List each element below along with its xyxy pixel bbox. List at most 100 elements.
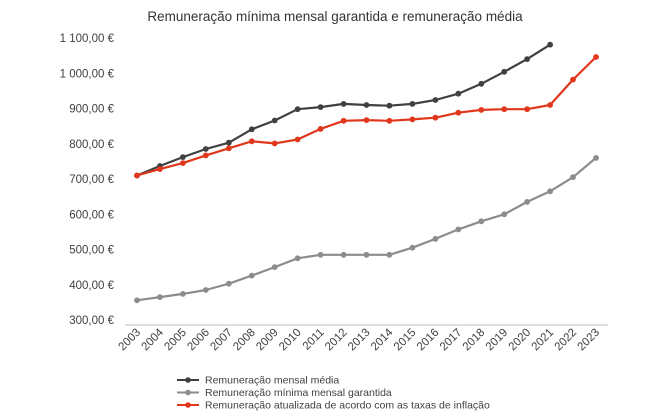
data-point bbox=[340, 117, 347, 124]
data-point bbox=[134, 297, 140, 304]
x-tick-label: 2006 bbox=[185, 327, 212, 354]
legend-label-2: Remuneração mínima mensal garantida bbox=[205, 387, 392, 399]
data-point bbox=[248, 126, 255, 133]
x-tick-label: 2011 bbox=[301, 327, 327, 353]
x-tick-label: 2008 bbox=[231, 327, 258, 354]
data-point bbox=[386, 102, 393, 109]
y-tick-label: 500,00 € bbox=[69, 245, 114, 257]
legend-label-3: Remuneração atualizada de acordo com as … bbox=[205, 400, 490, 412]
data-point bbox=[455, 226, 462, 233]
data-point bbox=[409, 101, 416, 107]
data-point bbox=[271, 117, 278, 124]
x-tick-label: 2015 bbox=[392, 327, 419, 354]
x-tick-label: 2010 bbox=[277, 327, 304, 354]
data-point bbox=[317, 104, 324, 110]
x-tick-label: 2021 bbox=[530, 327, 557, 354]
data-point bbox=[157, 294, 163, 300]
data-point bbox=[524, 106, 530, 113]
x-tick-label: 2013 bbox=[346, 327, 373, 354]
data-point bbox=[363, 102, 370, 108]
y-tick-label: 700,00 € bbox=[69, 174, 114, 186]
data-point bbox=[593, 155, 599, 161]
data-point bbox=[340, 251, 347, 258]
x-tick-label: 2005 bbox=[162, 327, 189, 354]
legend-marker-2 bbox=[185, 389, 191, 396]
x-tick-label: 2012 bbox=[323, 327, 350, 354]
y-tick-label: 600,00 € bbox=[69, 209, 114, 221]
data-point bbox=[157, 166, 163, 173]
y-tick-label: 800,00 € bbox=[69, 139, 114, 151]
data-point bbox=[570, 174, 576, 181]
x-tick-label: 2009 bbox=[254, 327, 281, 354]
x-tick-label: 2007 bbox=[208, 327, 235, 354]
data-point bbox=[547, 41, 553, 48]
y-tick-label: 1 000,00 € bbox=[60, 68, 115, 80]
data-point bbox=[478, 107, 485, 113]
data-point bbox=[202, 146, 209, 152]
data-point bbox=[271, 264, 278, 270]
data-point bbox=[294, 106, 301, 113]
data-point bbox=[547, 188, 553, 195]
data-point bbox=[317, 125, 324, 132]
data-point bbox=[478, 80, 485, 87]
data-point bbox=[432, 236, 439, 242]
x-tick-label: 2003 bbox=[117, 327, 144, 354]
x-tick-label: 2004 bbox=[139, 326, 166, 353]
legend-label-1: Remuneração mensal média bbox=[205, 375, 339, 387]
data-point bbox=[202, 152, 209, 159]
data-point bbox=[455, 90, 462, 97]
series-line-2 bbox=[135, 156, 598, 302]
y-tick-label: 1 100,00 € bbox=[60, 33, 115, 45]
data-point bbox=[317, 251, 324, 258]
x-tick-label: 2023 bbox=[576, 327, 603, 354]
x-tick-label: 2022 bbox=[553, 327, 580, 354]
data-point bbox=[225, 139, 232, 146]
x-tick-label: 2020 bbox=[507, 327, 534, 354]
data-point bbox=[386, 251, 393, 258]
data-point bbox=[363, 117, 370, 123]
data-point bbox=[386, 117, 393, 124]
data-point bbox=[524, 199, 530, 205]
x-tick-label: 2019 bbox=[484, 327, 511, 354]
x-tick-label: 2017 bbox=[438, 327, 465, 354]
data-point bbox=[501, 211, 508, 218]
data-point bbox=[432, 97, 439, 103]
chart-title: Remuneração mínima mensal garantida e re… bbox=[147, 9, 523, 24]
data-point bbox=[478, 218, 485, 225]
data-point bbox=[409, 244, 416, 251]
data-point bbox=[225, 280, 232, 287]
data-point bbox=[294, 136, 301, 143]
y-tick-label: 900,00 € bbox=[69, 104, 114, 116]
y-axis: 300,00 € 400,00 € 500,00 € 600,00 € 700,00 €… bbox=[60, 33, 115, 327]
data-point bbox=[271, 140, 278, 147]
data-point bbox=[501, 106, 508, 113]
x-tick-label: 2018 bbox=[461, 327, 488, 354]
x-tick-label: 2016 bbox=[415, 327, 442, 354]
data-point bbox=[409, 116, 416, 123]
y-tick-label: 300,00 € bbox=[69, 315, 114, 327]
data-point bbox=[180, 160, 186, 167]
data-point bbox=[225, 145, 232, 152]
data-point bbox=[180, 154, 186, 161]
data-point bbox=[432, 114, 439, 121]
data-point bbox=[180, 291, 186, 297]
data-point bbox=[570, 76, 576, 83]
data-point bbox=[134, 172, 140, 179]
data-point bbox=[202, 287, 209, 293]
y-tick-label: 400,00 € bbox=[69, 280, 114, 292]
data-point bbox=[248, 138, 255, 145]
plot-area bbox=[134, 41, 599, 304]
data-point bbox=[547, 102, 553, 108]
data-point bbox=[455, 109, 462, 116]
data-point bbox=[340, 101, 347, 107]
data-point bbox=[593, 54, 599, 60]
x-axis: 2003200420052006200720082009201020112012… bbox=[117, 324, 608, 354]
legend-marker-1 bbox=[185, 377, 191, 383]
legend-marker-3 bbox=[185, 402, 191, 408]
data-point bbox=[363, 251, 370, 258]
data-point bbox=[248, 272, 255, 279]
data-point bbox=[294, 255, 301, 262]
x-tick-label: 2014 bbox=[369, 326, 396, 353]
